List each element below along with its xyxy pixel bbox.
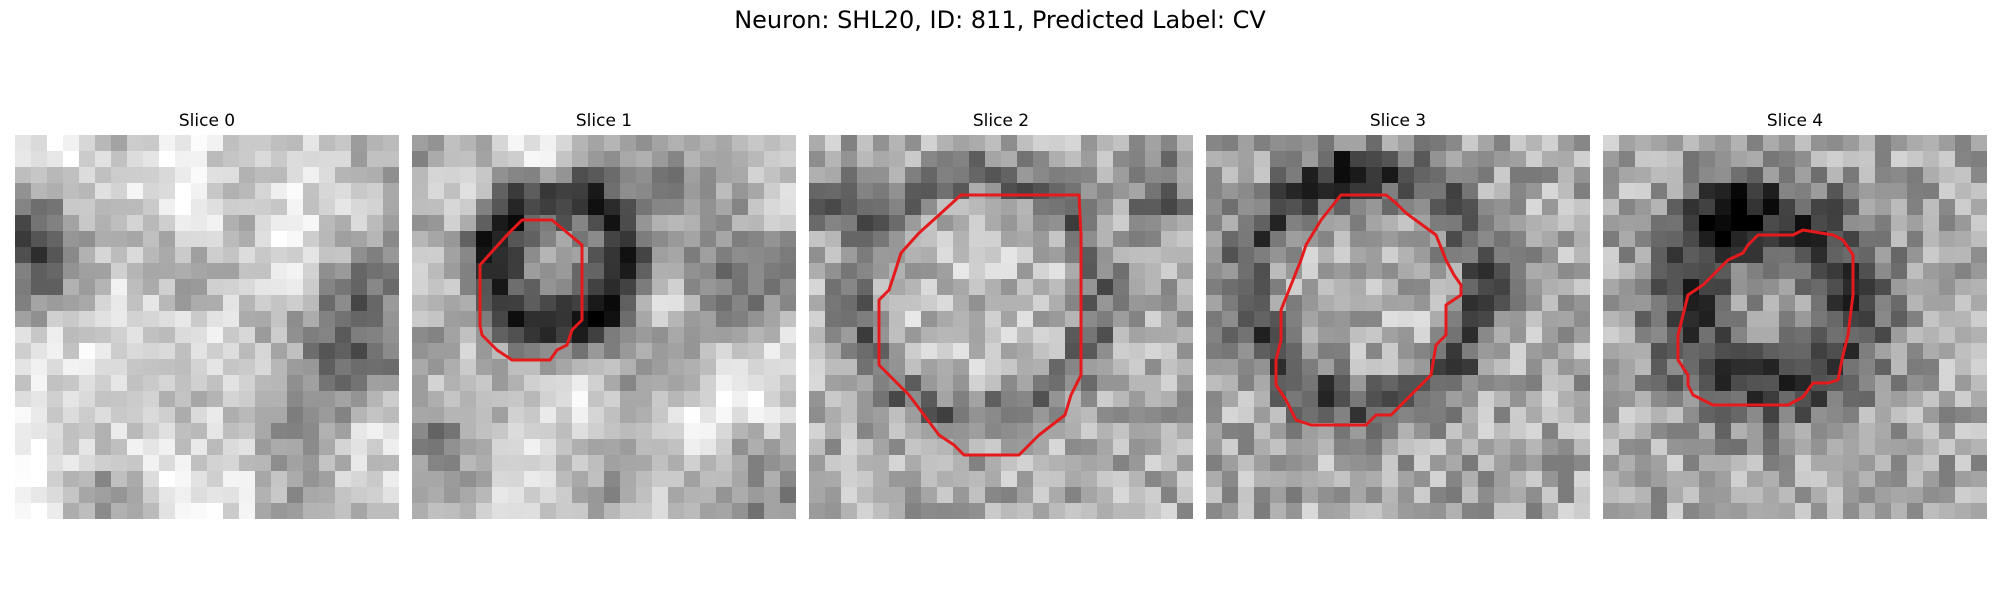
slice-panel-3: Slice 3 xyxy=(1206,108,1590,519)
segmentation-contour xyxy=(478,218,584,362)
slice-title: Slice 0 xyxy=(178,111,236,131)
segmentation-contour xyxy=(1676,228,1855,407)
segmentation-contour xyxy=(877,193,1083,457)
slice-title: Slice 1 xyxy=(575,111,633,131)
slice-image xyxy=(412,135,796,519)
slice-panel-2: Slice 2 xyxy=(809,108,1193,519)
slice-image xyxy=(1206,135,1590,519)
slice-panel-1: Slice 1 xyxy=(412,108,796,519)
slice-image xyxy=(15,135,399,519)
slice-title: Slice 4 xyxy=(1766,111,1824,131)
slice-panel-0: Slice 0 xyxy=(15,108,399,519)
slice-title: Slice 3 xyxy=(1369,111,1427,131)
slice-image xyxy=(809,135,1193,519)
slice-title: Slice 2 xyxy=(972,111,1030,131)
segmentation-contour xyxy=(1274,193,1463,427)
figure-title: Neuron: SHL20, ID: 811, Predicted Label:… xyxy=(734,6,1266,34)
slice-panel-4: Slice 4 xyxy=(1603,108,1987,519)
slice-image xyxy=(1603,135,1987,519)
